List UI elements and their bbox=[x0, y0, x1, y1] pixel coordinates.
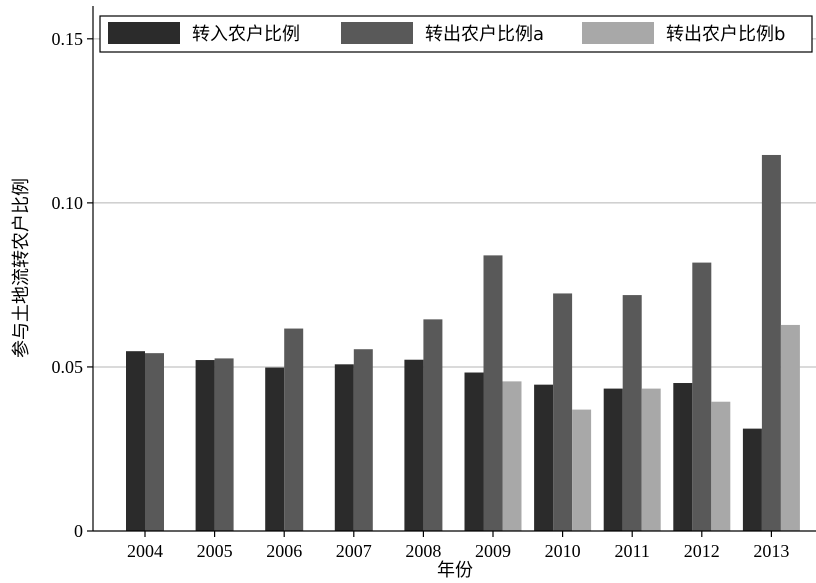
x-tick-label: 2013 bbox=[753, 541, 789, 561]
bar-2006-0 bbox=[265, 367, 285, 531]
bar-2009-0 bbox=[464, 372, 484, 531]
bar-2013-2 bbox=[780, 324, 800, 531]
x-axis-title: 年份 bbox=[437, 560, 473, 581]
y-tick-label: 0.15 bbox=[52, 29, 84, 49]
bar-2011-0 bbox=[603, 388, 623, 531]
legend-swatch bbox=[108, 22, 180, 44]
bar-2013-1 bbox=[761, 154, 781, 531]
bar-2012-0 bbox=[673, 383, 693, 531]
bar-2010-0 bbox=[534, 384, 554, 531]
legend-label: 转出农户比例b bbox=[666, 24, 785, 45]
bar-2010-2 bbox=[572, 409, 592, 531]
x-tick-label: 2011 bbox=[615, 541, 650, 561]
bar-2008-0 bbox=[404, 359, 424, 531]
legend-frame bbox=[99, 15, 813, 53]
bar-2004-1 bbox=[145, 353, 164, 531]
bar-2007-1 bbox=[353, 349, 373, 531]
x-tick-label: 2005 bbox=[197, 541, 233, 561]
bar-2011-2 bbox=[641, 388, 661, 531]
x-tick-label: 2012 bbox=[684, 541, 720, 561]
bar-2010-1 bbox=[553, 293, 573, 531]
bar-2008-1 bbox=[423, 319, 443, 531]
x-tick-label: 2004 bbox=[127, 541, 163, 561]
y-tick-label: 0.10 bbox=[52, 193, 84, 213]
bar-2004-0 bbox=[126, 351, 145, 531]
bar-2006-1 bbox=[284, 328, 304, 531]
legend-label: 转出农户比例a bbox=[425, 24, 544, 45]
axes bbox=[92, 6, 816, 532]
y-ticks: 0 0.05 0.10 0.15 bbox=[52, 29, 93, 541]
x-tick-label: 2008 bbox=[405, 541, 441, 561]
x-tick-label: 2010 bbox=[545, 541, 581, 561]
legend-swatch bbox=[341, 22, 413, 44]
bar-2012-2 bbox=[711, 401, 731, 531]
bars bbox=[126, 154, 800, 531]
legend: 转入农户比例 转出农户比例a 转出农户比例b bbox=[99, 15, 813, 53]
bar-2012-1 bbox=[692, 262, 712, 531]
x-tick-label: 2006 bbox=[266, 541, 302, 561]
legend-swatch bbox=[582, 22, 654, 44]
x-tick-label: 2009 bbox=[475, 541, 511, 561]
y-tick-label: 0.05 bbox=[52, 357, 84, 377]
y-axis-title: 参与土地流转农户比例 bbox=[11, 178, 32, 358]
bar-2007-0 bbox=[334, 364, 354, 531]
bar-2013-0 bbox=[742, 428, 762, 531]
bar-2005-0 bbox=[195, 360, 215, 531]
bar-2009-1 bbox=[483, 255, 503, 531]
bar-2005-1 bbox=[214, 358, 234, 531]
x-tick-label: 2007 bbox=[336, 541, 372, 561]
legend-label: 转入农户比例 bbox=[192, 24, 300, 45]
y-tick-label: 0 bbox=[74, 521, 83, 541]
bar-2009-2 bbox=[502, 381, 522, 531]
bar-2011-1 bbox=[622, 295, 642, 531]
x-ticks: 2004 2005 2006 2007 2008 2009 2010 2011 2012 2013 bbox=[127, 531, 789, 561]
